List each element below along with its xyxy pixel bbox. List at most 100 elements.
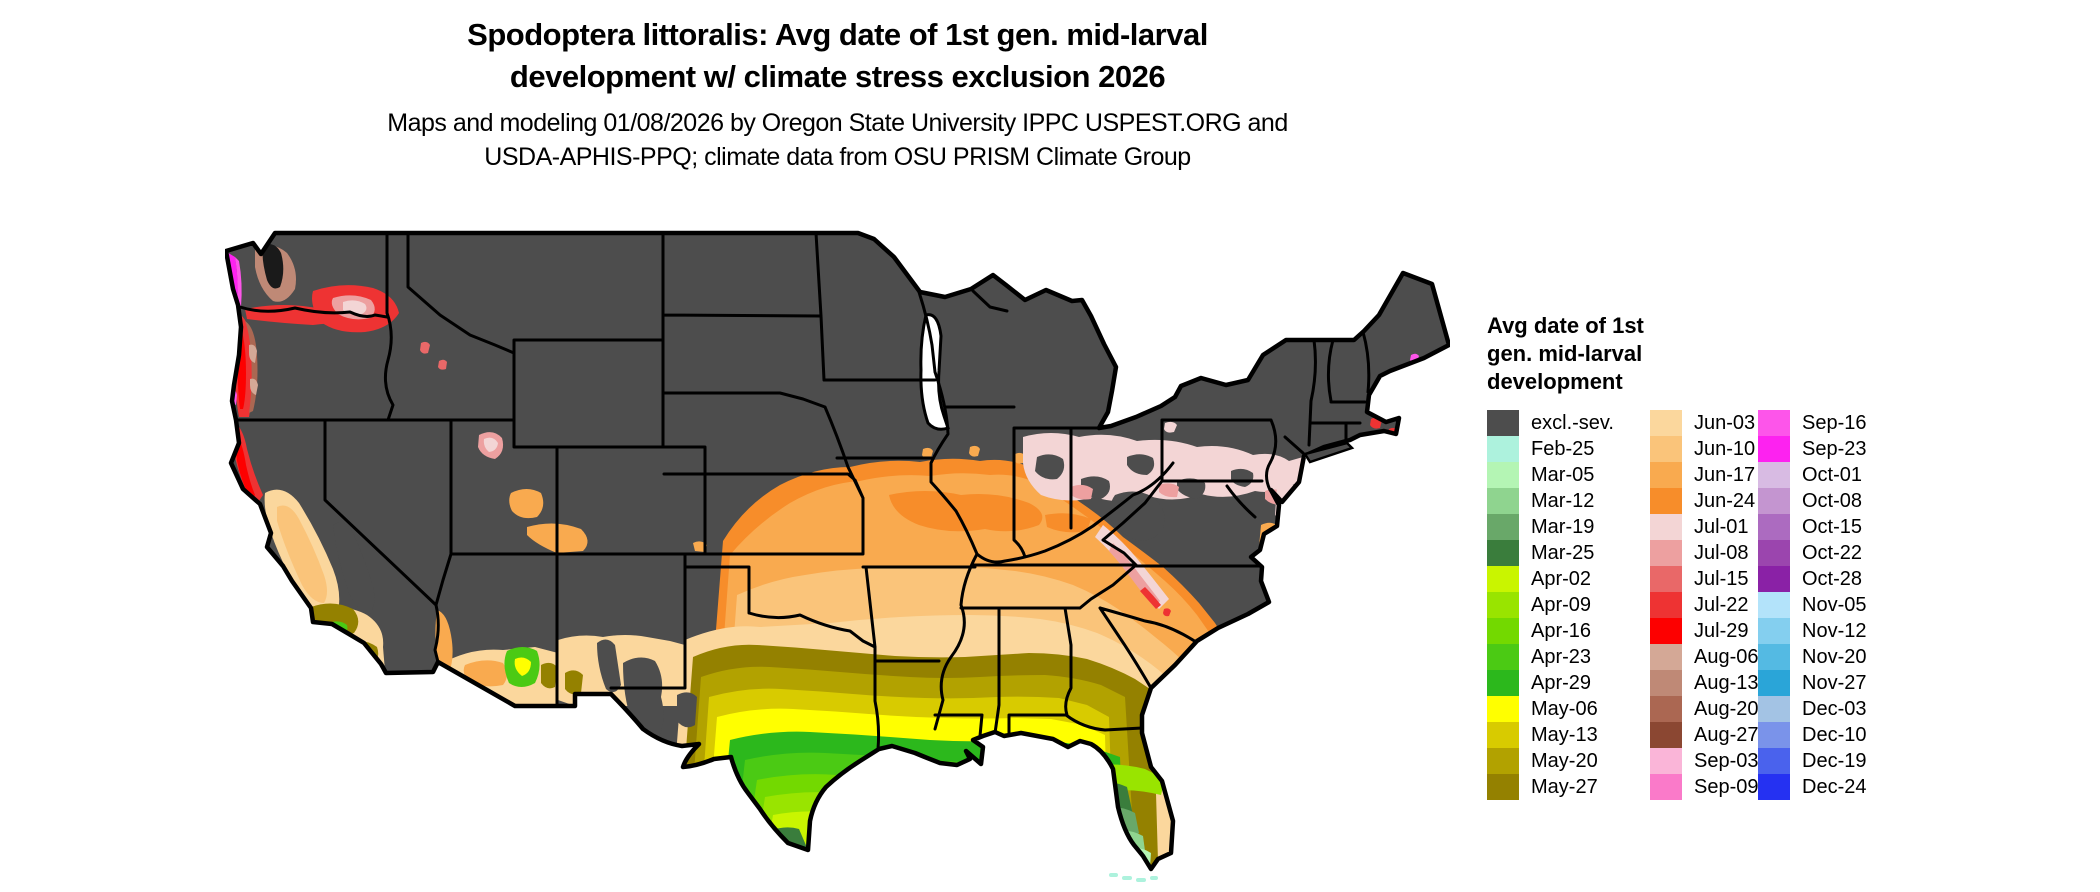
region-erie-pink-speck	[1164, 421, 1177, 433]
legend-swatch	[1487, 670, 1519, 696]
legend-row: excl.-sev.	[1487, 410, 1650, 436]
legend-swatch	[1758, 722, 1790, 748]
state-borders	[234, 233, 1371, 751]
legend-swatch	[1650, 748, 1682, 774]
legend-label: Aug-06	[1694, 645, 1759, 668]
legend-label: excl.-sev.	[1531, 411, 1614, 434]
region-in-speck	[1014, 452, 1025, 464]
legend-row: Nov-20	[1758, 644, 1878, 670]
region-jul08-pa	[1159, 483, 1179, 498]
legend-swatch	[1487, 488, 1519, 514]
region-nm-olive	[565, 670, 583, 695]
legend-swatch	[1487, 410, 1519, 436]
region-wtx-gray2	[677, 692, 697, 728]
legend-label: Mar-12	[1531, 489, 1595, 512]
map-subtitle-line2: USDA-APHIS-PPQ; climate data from OSU PR…	[484, 143, 1191, 171]
legend-column-2: Jun-03 Jun-10 Jun-17 Jun-24 Jul-01 Jul-08 Jul-…	[1650, 410, 1759, 800]
legend-label: Jun-24	[1694, 489, 1756, 512]
legend-row: Apr-16	[1487, 618, 1650, 644]
legend-swatch	[1650, 696, 1682, 722]
legend-swatch	[1650, 410, 1682, 436]
legend-swatch	[1487, 566, 1519, 592]
legend-swatch	[1758, 462, 1790, 488]
legend-label: Dec-10	[1802, 723, 1867, 746]
legend-label: Nov-05	[1802, 593, 1867, 616]
legend-swatch	[1487, 436, 1519, 462]
legend-row: Jul-22	[1650, 592, 1758, 618]
legend-row: Mar-19	[1487, 514, 1650, 540]
legend-row: Dec-24	[1758, 774, 1878, 800]
legend-label: Jul-15	[1694, 567, 1749, 590]
legend-label: Oct-15	[1802, 515, 1863, 538]
legend-label: Nov-20	[1802, 645, 1867, 668]
region-socal-olive1	[310, 603, 359, 636]
legend-label: Jun-17	[1694, 463, 1756, 486]
us-outline	[225, 230, 1450, 872]
legend-swatch	[1650, 514, 1682, 540]
legend-swatch	[1487, 462, 1519, 488]
region-long-island	[1303, 441, 1355, 464]
legend-swatch	[1650, 462, 1682, 488]
legend-label: Jun-03	[1694, 411, 1756, 434]
region-gsl-pale	[483, 437, 498, 452]
legend-row: Jun-17	[1650, 462, 1758, 488]
legend-row: Nov-27	[1758, 670, 1878, 696]
legend-label: Dec-19	[1802, 749, 1867, 772]
us-map-svg	[225, 230, 1450, 882]
legend-swatch	[1487, 592, 1519, 618]
legend-swatch	[1758, 644, 1790, 670]
region-ky-jun24	[1045, 513, 1091, 533]
region-ut-orange1	[509, 489, 544, 519]
legend-row: Oct-01	[1758, 462, 1878, 488]
legend-label: Jul-01	[1694, 515, 1749, 538]
region-az-orange-blob	[463, 660, 507, 687]
legend-column-3: Sep-16 Sep-23 Oct-01 Oct-08 Oct-15 Oct-22 Oct-…	[1758, 410, 1878, 800]
legend-row: Sep-23	[1758, 436, 1878, 462]
legend-row: Sep-16	[1758, 410, 1878, 436]
legend-label: Jun-10	[1694, 437, 1756, 460]
region-or-tan1	[249, 344, 257, 363]
legend-row: Jul-15	[1650, 566, 1758, 592]
legend-row: Jul-29	[1650, 618, 1758, 644]
legend-row: Oct-15	[1758, 514, 1878, 540]
legend-swatch	[1758, 670, 1790, 696]
keys-dash3	[1136, 878, 1146, 882]
legend-row: Feb-25	[1487, 436, 1650, 462]
legend-label: Nov-12	[1802, 619, 1867, 642]
legend-column-1: excl.-sev. Feb-25 Mar-05 Mar-12 Mar-19 Mar-25…	[1487, 410, 1650, 800]
legend-label: Dec-24	[1802, 775, 1867, 798]
legend-swatch	[1650, 592, 1682, 618]
legend-label: Sep-09	[1694, 775, 1759, 798]
legend-row: Apr-29	[1487, 670, 1650, 696]
region-jul08-oh	[1071, 484, 1093, 500]
region-il-speck2	[969, 445, 980, 457]
legend-label: Sep-16	[1802, 411, 1867, 434]
legend-row: Apr-02	[1487, 566, 1650, 592]
legend-label: Jul-22	[1694, 593, 1749, 616]
legend-title-line3: development	[1487, 369, 1623, 394]
region-norcal-red-core	[236, 435, 255, 501]
legend-label: Aug-27	[1694, 723, 1759, 746]
legend-row: Dec-10	[1758, 722, 1878, 748]
legend-row: Oct-22	[1758, 540, 1878, 566]
legend-title-line2: gen. mid-larval	[1487, 341, 1643, 366]
legend-swatch	[1487, 514, 1519, 540]
legend-row: Jun-03	[1650, 410, 1758, 436]
region-pink-gray3	[1127, 454, 1155, 475]
region-ca-valley-core	[277, 505, 327, 603]
keys-dash1	[1109, 873, 1118, 877]
legend-swatch	[1487, 618, 1519, 644]
legend-label: May-27	[1531, 775, 1598, 798]
legend-row: Nov-12	[1758, 618, 1878, 644]
region-sierra-gray	[333, 522, 375, 615]
legend-swatch	[1758, 488, 1790, 514]
legend-row: Mar-25	[1487, 540, 1650, 566]
legend-label: Apr-02	[1531, 567, 1592, 590]
legend-row: May-20	[1487, 748, 1650, 774]
legend-row: Jun-24	[1650, 488, 1758, 514]
legend-row: Jun-10	[1650, 436, 1758, 462]
legend-label: Oct-28	[1802, 567, 1863, 590]
legend-swatch	[1487, 748, 1519, 774]
legend-swatch	[1758, 566, 1790, 592]
